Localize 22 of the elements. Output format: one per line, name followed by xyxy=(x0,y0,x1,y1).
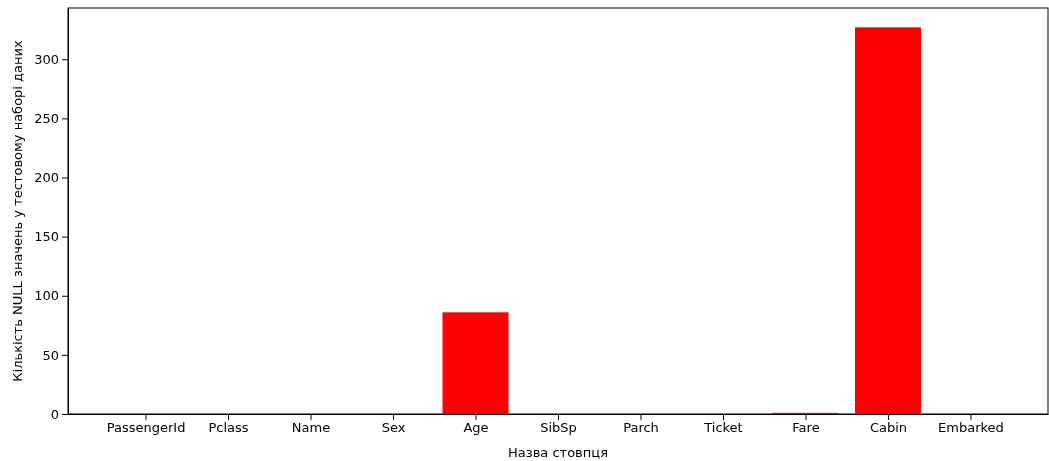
x-axis-title: Назва стовпця xyxy=(508,445,608,460)
y-tick-label: 300 xyxy=(34,51,59,67)
x-tick-label: Pclass xyxy=(208,420,249,436)
x-tick-label: SibSp xyxy=(540,420,577,436)
x-tick-label: Ticket xyxy=(703,420,743,436)
y-tick-label: 0 xyxy=(50,406,59,422)
x-tick-label: Embarked xyxy=(938,420,1004,436)
y-tick-label: 200 xyxy=(34,170,59,186)
x-tick-label: Fare xyxy=(792,420,820,436)
bar xyxy=(854,27,921,414)
bar xyxy=(442,312,509,414)
x-tick-label: Cabin xyxy=(869,420,908,436)
x-tick-label: Name xyxy=(291,420,331,436)
y-tick-label: 50 xyxy=(42,347,59,363)
x-tick-label: Age xyxy=(463,420,489,436)
y-tick-label: 150 xyxy=(34,229,59,245)
x-tick-label: Parch xyxy=(623,420,659,436)
x-tick-label: Sex xyxy=(381,420,406,436)
y-tick-label: 250 xyxy=(34,111,59,127)
x-tick-label: PassengerId xyxy=(106,420,186,436)
y-tick-label: 100 xyxy=(34,288,59,304)
y-axis-title: Кількість NULL значень у тестовому наборі даних xyxy=(10,40,25,382)
